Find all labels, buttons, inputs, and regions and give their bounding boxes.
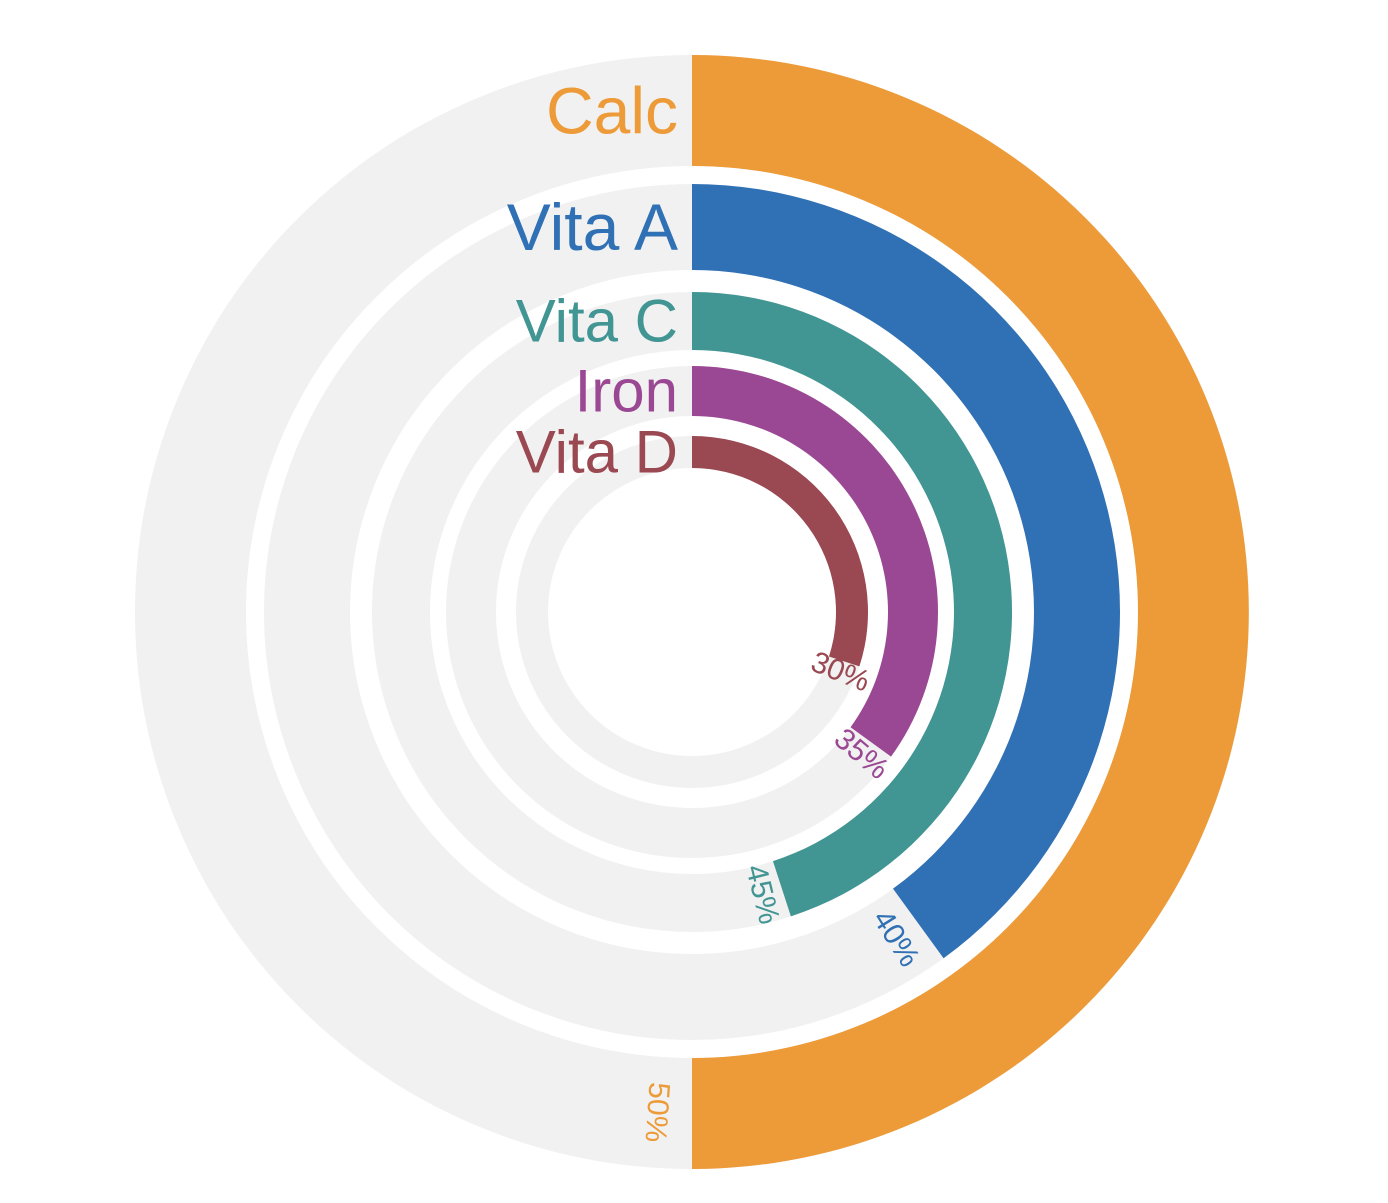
category-label-calc: Calc bbox=[546, 74, 678, 148]
bar-vita-a[interactable] bbox=[692, 184, 1120, 959]
bar-vita-d[interactable] bbox=[692, 436, 868, 667]
category-label-vita-c: Vita C bbox=[516, 288, 678, 355]
bar-vita-c[interactable] bbox=[692, 292, 1013, 917]
bar-layer bbox=[692, 55, 1249, 1169]
bar-iron[interactable] bbox=[692, 366, 938, 757]
value-label-calc: 50% bbox=[638, 1081, 675, 1143]
category-label-iron: Iron bbox=[575, 358, 678, 425]
category-label-vita-d: Vita D bbox=[516, 419, 678, 486]
bar-calc[interactable] bbox=[692, 55, 1249, 1169]
category-label-vita-a: Vita A bbox=[507, 190, 678, 264]
